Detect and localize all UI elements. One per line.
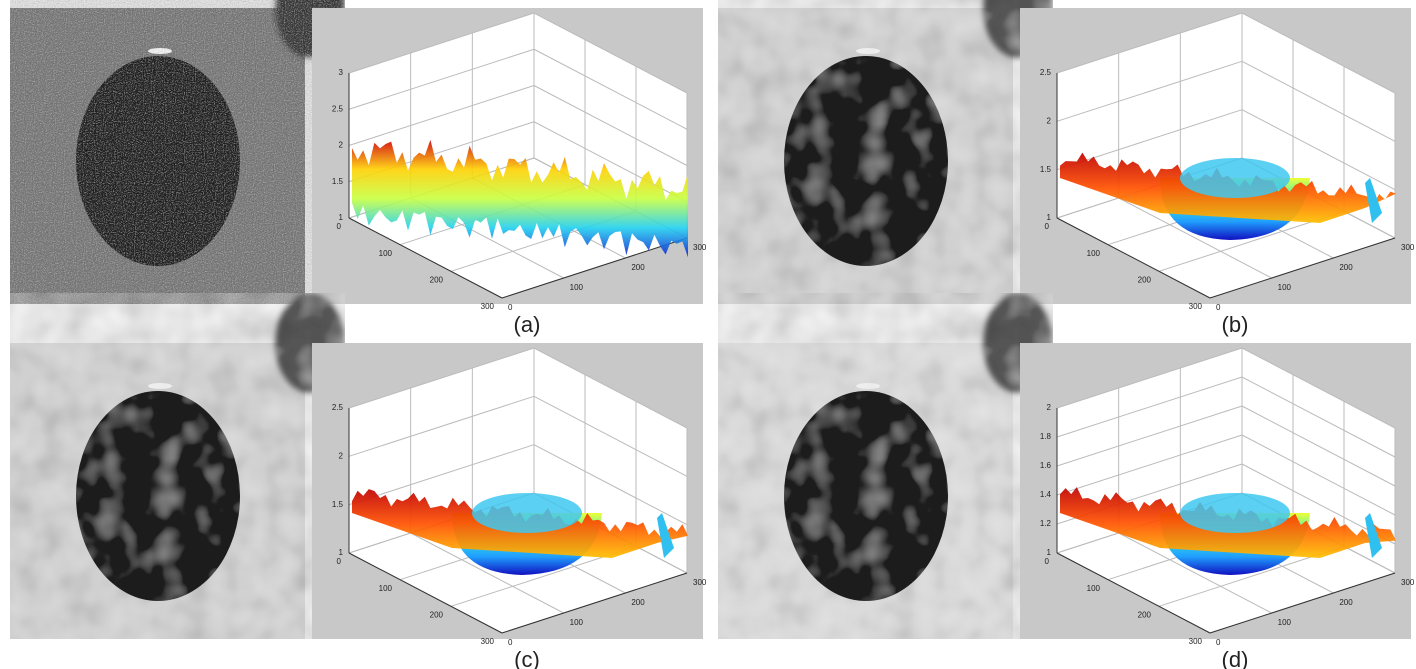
z-tick-label: 3 [339,68,344,77]
y-tick-label: 0 [337,557,342,566]
y-tick-label: 300 [481,302,495,311]
speckle-image [10,293,345,639]
z-tick-label: 2.5 [332,403,344,412]
y-tick-label: 100 [1087,584,1101,593]
z-tick-label: 1.4 [1040,490,1052,499]
surface-plot: 1 1.2 1.4 1.6 1.8 2 0 100 200 300 0 100 200 300 [1020,343,1415,647]
x-tick-label: 200 [1339,598,1353,607]
z-tick-label: 1 [1047,213,1052,222]
x-tick-label: 300 [1401,243,1415,252]
surface-well [1180,158,1290,198]
y-tick-label: 100 [1087,249,1101,258]
image-content [718,0,1053,304]
z-tick-label: 1 [339,548,344,557]
x-tick-label: 0 [1216,303,1221,312]
y-tick-label: 100 [379,249,393,258]
surface-well [1180,493,1290,533]
image-content [10,0,345,304]
z-tick-label: 2.5 [332,104,344,113]
x-tick-label: 200 [1339,263,1353,272]
speckle-image [718,0,1053,304]
surface-plot: 1 1.5 2 2.5 3 0 100 200 300 0 100 200 300 [312,8,707,312]
y-tick-label: 0 [1045,222,1050,231]
z-tick-label: 1.5 [332,500,344,509]
z-tick-label: 2 [339,451,344,460]
x-tick-label: 300 [693,243,707,252]
y-tick-label: 300 [1189,302,1203,311]
y-tick-label: 200 [430,610,444,619]
image-object [784,56,948,266]
y-tick-label: 0 [337,222,342,231]
surface-well [472,493,582,533]
x-tick-label: 0 [1216,638,1221,647]
x-tick-label: 200 [631,598,645,607]
z-tick-label: 1 [339,213,344,222]
z-tick-label: 1 [1047,548,1052,557]
image-highlight [148,48,172,54]
z-tick-label: 1.6 [1040,461,1052,470]
figure: 11.522.5301002003000100200300(a)11.522.5… [0,0,1416,669]
y-tick-label: 0 [1045,557,1050,566]
x-tick-label: 300 [693,578,707,587]
y-tick-label: 100 [379,584,393,593]
surface-plot: 1 1.5 2 2.5 0 100 200 300 0 100 200 300 [312,343,707,647]
z-tick-label: 1.2 [1040,519,1052,528]
y-tick-label: 300 [1189,637,1203,646]
image-object [76,391,240,601]
z-tick-label: 2.5 [1040,68,1052,77]
z-tick-label: 1.5 [332,177,344,186]
surface-plot: 1 1.5 2 2.5 0 100 200 300 0 100 200 300 [1020,8,1415,312]
x-tick-label: 0 [508,303,513,312]
x-tick-label: 100 [570,283,584,292]
x-tick-label: 100 [570,618,584,627]
y-tick-label: 200 [430,275,444,284]
caption: (b) [1222,312,1249,337]
image-highlight [856,48,880,54]
speckle-image [10,0,345,304]
z-tick-label: 2 [339,141,344,150]
image-highlight [148,383,172,389]
z-tick-label: 2 [1047,403,1052,412]
z-tick-label: 2 [1047,116,1052,125]
image-highlight [856,383,880,389]
z-tick-label: 1.5 [1040,165,1052,174]
x-tick-label: 100 [1278,283,1292,292]
z-tick-label: 1.8 [1040,432,1052,441]
caption: (d) [1222,647,1249,669]
y-tick-label: 200 [1138,275,1152,284]
caption: (a) [514,312,541,337]
image-object [76,56,240,266]
image-content [718,293,1053,639]
y-tick-label: 200 [1138,610,1152,619]
x-tick-label: 300 [1401,578,1415,587]
image-content [10,293,345,639]
x-tick-label: 100 [1278,618,1292,627]
caption: (c) [514,647,540,669]
x-tick-label: 0 [508,638,513,647]
speckle-image [718,293,1053,639]
x-tick-label: 200 [631,263,645,272]
image-object [784,391,948,601]
y-tick-label: 300 [481,637,495,646]
